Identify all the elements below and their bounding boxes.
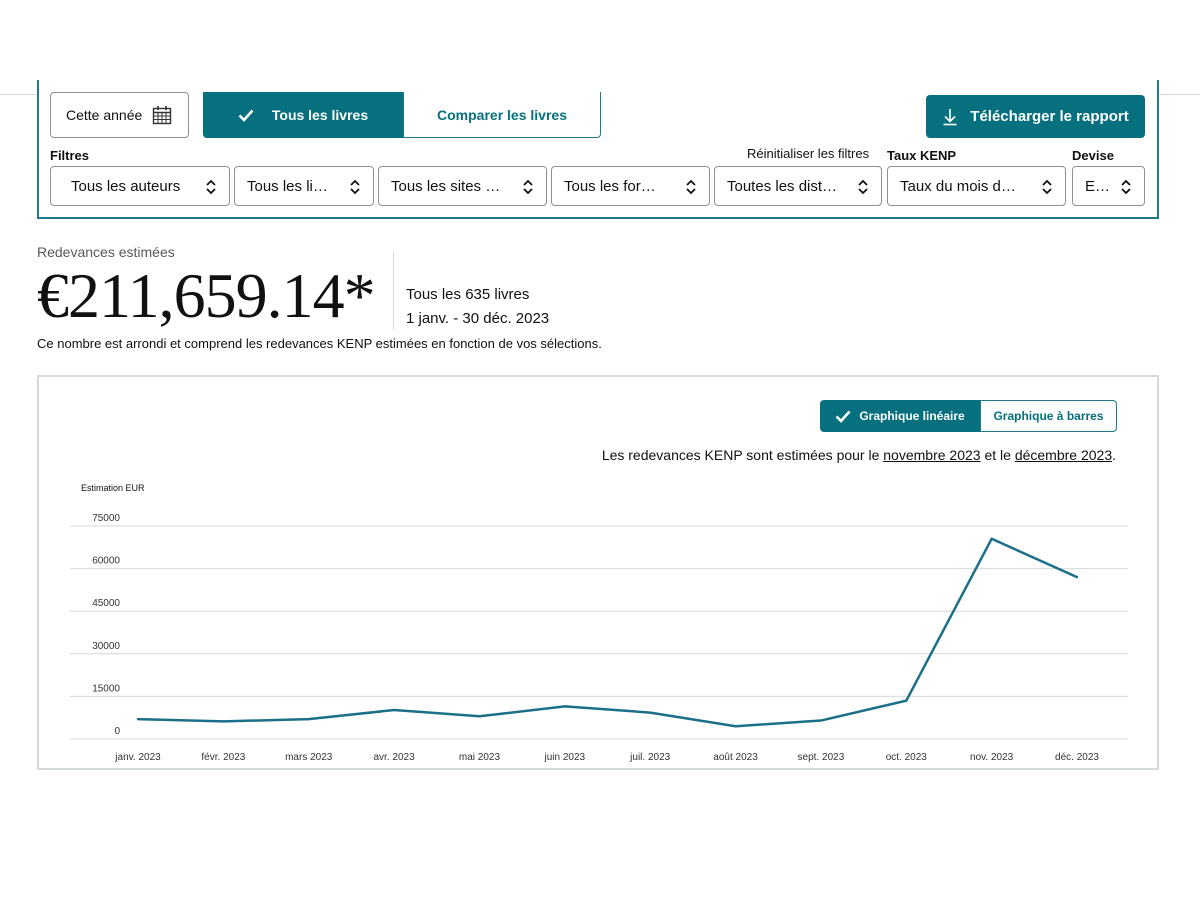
check-icon [238, 109, 254, 122]
data-point [222, 720, 225, 723]
x-tick-label: oct. 2023 [886, 752, 928, 763]
x-tick-label: janv. 2023 [114, 752, 161, 763]
calendar-icon [153, 106, 172, 125]
kenp-note-middle: et le [980, 447, 1015, 463]
y-tick-label: 60000 [92, 556, 120, 567]
data-point [990, 537, 993, 540]
download-report-label: Télécharger le rapport [970, 108, 1129, 125]
kenp-estimate-note: Les redevances KENP sont estimées pour l… [602, 447, 1116, 463]
x-tick-label: août 2023 [713, 752, 758, 763]
chevron-updown-icon [858, 179, 868, 195]
tab-compare-books[interactable]: Comparer les livres [403, 92, 601, 138]
data-point [734, 725, 737, 728]
check-icon [835, 410, 851, 423]
x-tick-label: nov. 2023 [970, 752, 1014, 763]
kenp-note-month-november[interactable]: novembre 2023 [883, 447, 981, 463]
data-point [819, 719, 823, 722]
y-tick-label: 0 [114, 726, 120, 737]
chart-card [37, 375, 1159, 770]
reset-filters-link[interactable]: Réinitialiser les filtres [747, 146, 870, 161]
kenp-rate-select[interactable]: Taux du mois d… [887, 166, 1066, 206]
books-scope: Tous les 635 livres [406, 286, 530, 303]
kenp-note-prefix: Les redevances KENP sont estimées pour l… [601, 447, 884, 463]
chevron-updown-icon [1121, 179, 1131, 195]
line-chart-toggle-label: Graphique linéaire [859, 409, 965, 423]
download-icon [943, 108, 957, 125]
y-tick-label: 15000 [92, 683, 120, 694]
data-point [478, 715, 481, 718]
currency-select[interactable]: E… [1072, 166, 1145, 206]
chevron-updown-icon [523, 179, 533, 195]
estimated-royalties-label: Redevances estimées [37, 244, 175, 260]
x-tick-label: juin 2023 [544, 752, 586, 763]
y-tick-label: 45000 [92, 598, 120, 609]
download-report-button[interactable]: Télécharger le rapport [926, 95, 1145, 138]
data-point [392, 708, 396, 712]
royalties-amount: €211,659.14* [37, 260, 376, 331]
y-axis-label: Estimation EUR [81, 483, 145, 493]
filters-label: Filtres [50, 148, 90, 163]
data-point [1075, 575, 1079, 579]
x-tick-label: mai 2023 [459, 752, 501, 763]
data-point [307, 717, 310, 721]
x-tick-label: mars 2023 [285, 752, 333, 763]
chevron-updown-icon [206, 179, 216, 195]
bar-chart-toggle[interactable]: Graphique à barres [980, 400, 1117, 432]
date-range-label: Cette année [66, 107, 143, 123]
data-point [136, 717, 140, 721]
bar-chart-toggle-label: Graphique à barres [993, 409, 1104, 423]
kenp-rate-label: Taux KENP [887, 148, 957, 163]
currency-label: Devise [1072, 148, 1114, 163]
x-tick-label: sept. 2023 [798, 752, 845, 763]
y-tick-label: 75000 [92, 513, 120, 524]
summary-divider [393, 252, 394, 330]
tab-compare-books-label: Comparer les livres [437, 106, 567, 123]
x-tick-label: avr. 2023 [374, 752, 416, 763]
sites-select[interactable]: Tous les sites … [378, 166, 547, 206]
kenp-note-month-december[interactable]: décembre 2023 [1014, 447, 1113, 463]
kenp-note-suffix: . [1112, 447, 1116, 463]
distributions-select[interactable]: Toutes les dist… [714, 166, 882, 206]
tab-all-books[interactable]: Tous les livres [203, 92, 403, 138]
authors-select[interactable]: Tous les auteurs [50, 166, 230, 206]
x-tick-label: déc. 2023 [1055, 752, 1099, 763]
data-point [905, 699, 908, 702]
series-line [137, 537, 1078, 728]
chevron-updown-icon [350, 179, 360, 195]
line-chart-toggle[interactable]: Graphique linéaire [820, 400, 980, 432]
date-range-button[interactable]: Cette année [50, 92, 189, 138]
chevron-updown-icon [1042, 179, 1052, 195]
data-point [563, 705, 567, 708]
books-select[interactable]: Tous les li… [234, 166, 374, 206]
tab-all-books-label: Tous les livres [271, 107, 369, 123]
x-tick-label: févr. 2023 [201, 752, 245, 763]
y-tick-label: 30000 [92, 641, 120, 652]
data-point [648, 711, 652, 714]
chevron-updown-icon [686, 179, 696, 195]
rounding-note: Ce nombre est arrondi et comprend les re… [37, 336, 602, 351]
formats-select[interactable]: Tous les for… [551, 166, 710, 206]
date-range-text: 1 janv. - 30 déc. 2023 [406, 310, 550, 327]
x-tick-label: juil. 2023 [629, 752, 670, 763]
